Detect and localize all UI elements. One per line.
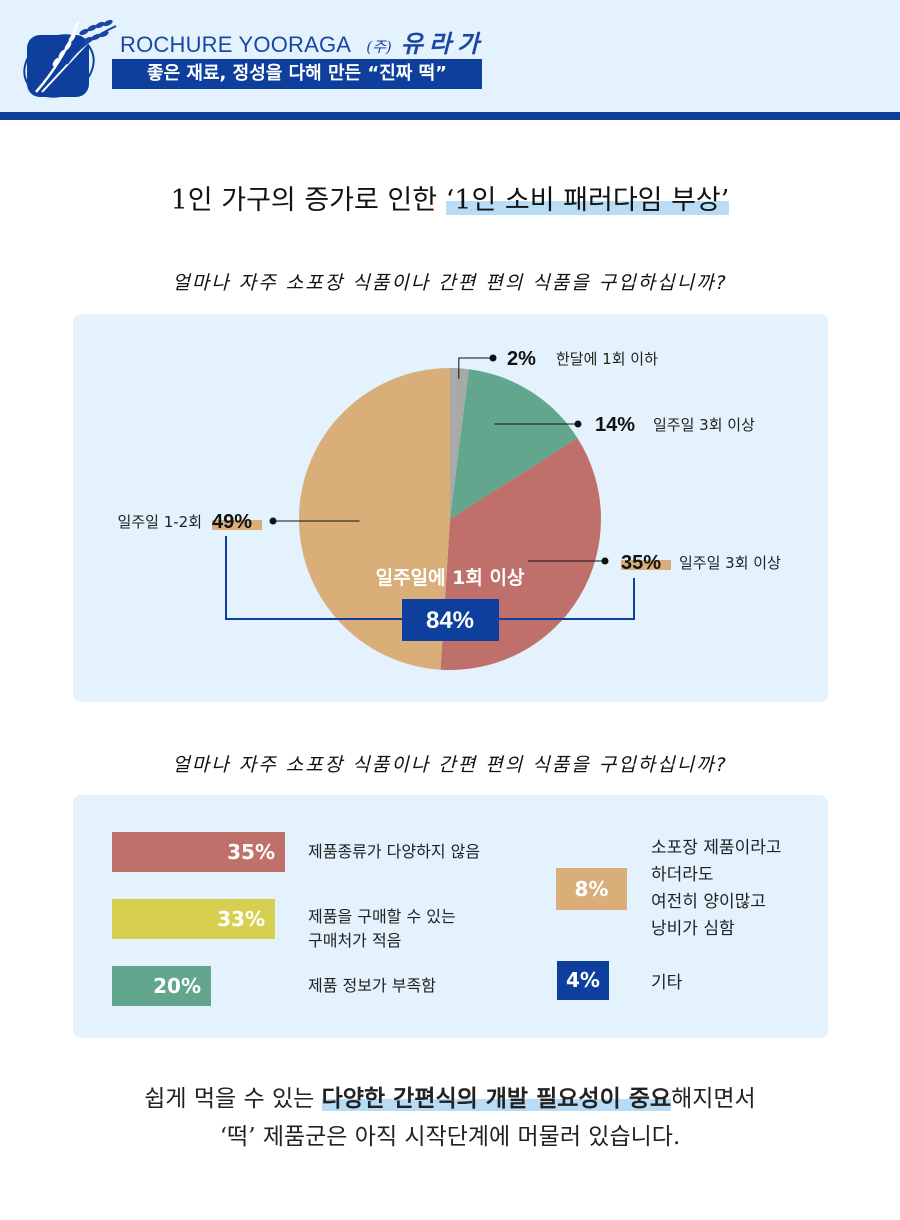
group-value-box xyxy=(402,599,499,641)
page-title-highlight: ‘1인 소비 패러다임 부상’ xyxy=(445,185,730,216)
brand-corporate-mark: (주) xyxy=(366,38,392,56)
bar-category-label: 제품 정보가 부족함 xyxy=(308,974,436,998)
pie-value-highlight xyxy=(621,560,671,570)
pie-leader-dot xyxy=(574,420,582,428)
bar-mark: 8% xyxy=(556,868,627,910)
bar-mark: 33% xyxy=(112,899,275,939)
pie-category-label: 일주일 3회 이상 xyxy=(679,554,781,572)
pie-category-label: 일주일 1-2회 xyxy=(118,513,202,531)
pie-value-label: 14% xyxy=(595,414,635,436)
bar-category-label-line: 낭비가 심함 xyxy=(651,919,735,939)
bar-category-label-line: 제품종류가 다양하지 않음 xyxy=(308,842,481,861)
pie-leader-line xyxy=(458,357,493,379)
bar-category-label-line: 제품을 구매할 수 있는 xyxy=(308,907,456,926)
pie-category-label: 일주일 3회 이상 xyxy=(653,416,755,434)
pie-value-label: 35% xyxy=(621,552,661,574)
group-label: 일주일에 1회 이상 xyxy=(376,567,525,589)
pie-chart: 2% 한달에 1회 이하 14% 일주일 3회 이상 35% 일주일 3회 이상 49% 일주… xyxy=(118,348,781,670)
page-title-text: 1인 가구의 증가로 인한 xyxy=(170,185,446,216)
pie-value-label: 49% xyxy=(212,511,252,533)
page-title: 1인 가구의 증가로 인한 ‘1인 소비 패러다임 부상’ xyxy=(0,178,900,217)
header-banner: ROCHURE YOORAGA (주) 유라가 좋은 재료, 정성을 다해 만든… xyxy=(0,0,900,112)
bar-mark: 20% xyxy=(112,966,211,1006)
pie-value-highlight xyxy=(212,520,262,530)
bar-category-label-line: 하더라도 xyxy=(651,865,714,885)
bar-category-label-line: 구매처가 적음 xyxy=(308,931,402,950)
pie-category-label: 한달에 1회 이하 xyxy=(556,350,658,368)
rice-stalk-logo-icon xyxy=(23,19,117,98)
pie-slice xyxy=(299,368,450,670)
footer-highlight: 다양한 간편식의 개발 필요성이 중요 xyxy=(321,1085,672,1112)
footer-text-b: 해지면서 xyxy=(671,1086,756,1112)
bar-category-label-line: 여전히 양이많고 xyxy=(651,892,766,912)
bar-category-label-line: 소포장 제품이라고 xyxy=(651,838,782,858)
footer-text-a: 쉽게 먹을 수 있는 xyxy=(144,1086,322,1112)
pie-slice xyxy=(450,369,578,519)
pie-leader-dot xyxy=(269,517,277,525)
brand-name-korean: 유라가 xyxy=(400,29,486,58)
pie-chart-panel: 2% 한달에 1회 이하 14% 일주일 3회 이상 35% 일주일 3회 이상 49% 일주… xyxy=(73,314,828,702)
bar-category-label: 기타 xyxy=(651,970,682,997)
bar-category-label-line: 기타 xyxy=(651,973,683,993)
footer-line-1: 쉽게 먹을 수 있는 다양한 간편식의 개발 필요성이 중요해지면서 xyxy=(0,1080,900,1118)
bar-mark: 35% xyxy=(112,832,285,872)
survey-question-1: 얼마나 자주 소포장 식품이나 간편 편의 식품을 구입하십니까? xyxy=(172,272,728,294)
footer-line-2: ‘떡’ 제품군은 아직 시작단계에 머물러 있습니다. xyxy=(219,1124,681,1150)
pie-value-label: 2% xyxy=(507,348,536,370)
bar-category-label: 제품종류가 다양하지 않음 xyxy=(308,840,480,864)
slogan-banner: 좋은 재료, 정성을 다해 만든 “진짜 떡” xyxy=(112,59,482,89)
brand-name: ROCHURE YOORAGA (주) 유라가 xyxy=(120,24,485,59)
pie-slice xyxy=(450,368,469,519)
pie-leader-dot xyxy=(601,557,609,565)
group-bracket-left xyxy=(225,536,402,620)
bar-category-label-line: 제품 정보가 부족함 xyxy=(308,976,436,995)
group-value: 84% xyxy=(426,607,474,634)
brand-name-english: ROCHURE YOORAGA xyxy=(120,32,352,57)
header-divider xyxy=(0,112,900,120)
bar-mark: 4% xyxy=(557,961,609,1000)
group-bracket-right xyxy=(499,578,635,620)
survey-question-2: 얼마나 자주 소포장 식품이나 간편 편의 식품을 구입하십니까? xyxy=(172,754,728,776)
pie-leader-dot xyxy=(489,354,497,362)
footer-summary: 쉽게 먹을 수 있는 다양한 간편식의 개발 필요성이 중요해지면서 ‘떡’ 제… xyxy=(0,1080,900,1156)
